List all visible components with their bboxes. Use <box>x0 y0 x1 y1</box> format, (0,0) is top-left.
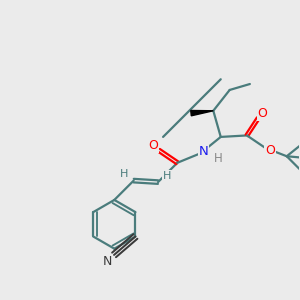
Text: H: H <box>120 169 128 179</box>
Text: N: N <box>103 255 112 268</box>
Text: O: O <box>265 144 275 158</box>
Text: N: N <box>199 145 208 158</box>
Text: H: H <box>163 171 171 181</box>
Polygon shape <box>191 110 213 116</box>
Text: H: H <box>213 152 222 165</box>
Text: O: O <box>258 107 268 120</box>
Text: O: O <box>148 139 158 152</box>
